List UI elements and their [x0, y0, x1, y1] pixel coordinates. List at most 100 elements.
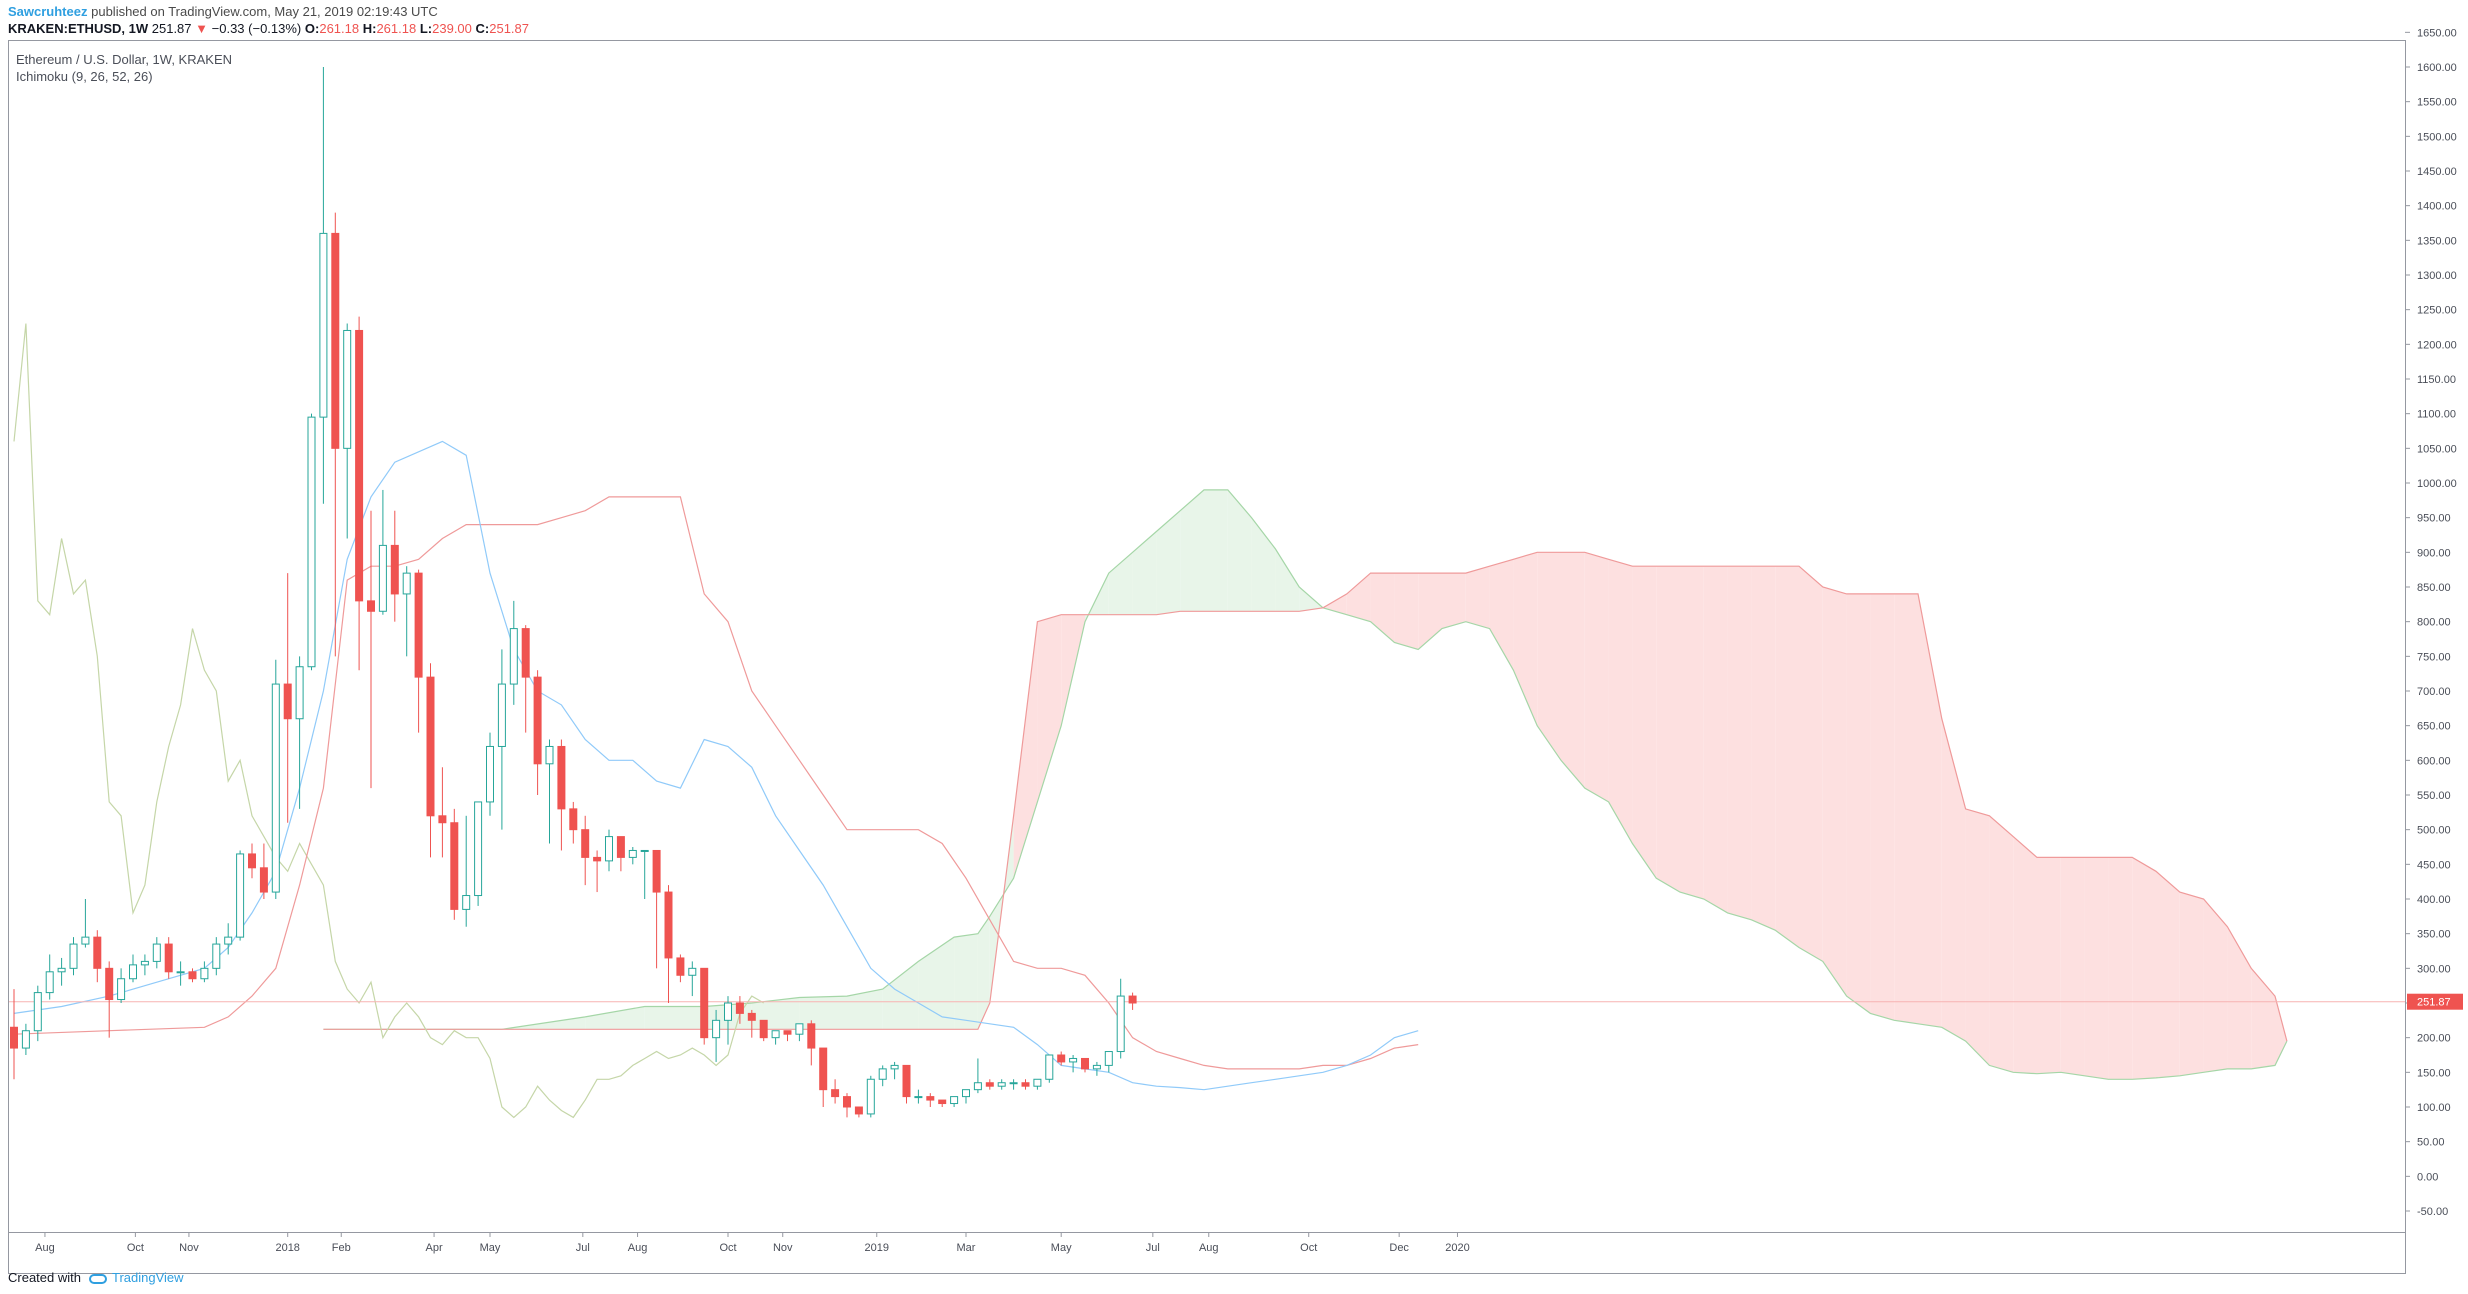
y-axis-tick-label: 400.00: [2417, 894, 2451, 906]
candle-body-up: [771, 1030, 780, 1039]
y-axis-tick-label: 750.00: [2417, 651, 2451, 663]
publish-info: Sawcruhteez published on TradingView.com…: [8, 4, 438, 19]
ichimoku-cloud-segment: [1584, 552, 1609, 802]
candle-body-down: [1057, 1054, 1066, 1063]
candle-body-down: [652, 849, 661, 893]
candle-body-down: [569, 808, 578, 831]
x-axis-tick-label: Aug: [35, 1242, 55, 1254]
ichimoku-cloud-segment: [585, 1006, 645, 1030]
candle-body-up: [890, 1064, 899, 1070]
candle-body-down: [747, 1012, 756, 1021]
candle-body-down: [926, 1096, 935, 1101]
y-axis-tick-label: -50.00: [2417, 1206, 2448, 1218]
candle-body-up: [866, 1078, 875, 1115]
y-axis-tick-label: 1450.00: [2417, 166, 2457, 178]
x-axis-tick-label: Oct: [719, 1242, 736, 1254]
ichimoku-cloud-segment: [1608, 559, 1633, 844]
y-axis-tick-label: 850.00: [2417, 582, 2451, 594]
x-axis-tick-label: 2020: [1445, 1242, 1469, 1254]
ichimoku-cloud-segment: [2275, 996, 2287, 1066]
ichimoku-cloud-segment: [1680, 566, 1704, 899]
y-axis-tick-label: 650.00: [2417, 721, 2451, 733]
y-axis-tick-label: 1100.00: [2417, 409, 2456, 421]
ichimoku-cloud-segment: [1537, 552, 1561, 761]
open-label: O:: [304, 21, 320, 36]
ichimoku-cloud-segment: [1180, 489, 1204, 612]
candle-body-down: [854, 1106, 863, 1115]
y-axis-tick-label: 1050.00: [2417, 443, 2457, 455]
candle-body-up: [1033, 1078, 1042, 1087]
published-text: published on TradingView.com, May 21, 20…: [91, 4, 438, 19]
ichimoku-cloud-segment: [644, 1006, 705, 1030]
candle-body-down: [1128, 995, 1137, 1004]
ichimoku-cloud-segment: [2132, 857, 2156, 1080]
ichimoku-cloud-segment: [847, 989, 883, 1030]
candle-body-down: [93, 936, 102, 969]
ichimoku-cloud-segment: [1323, 593, 1347, 615]
ohlc-line: KRAKEN:ETHUSD, 1W 251.87 ▼ −0.33 (−0.13%…: [8, 21, 529, 36]
candle-body-down: [533, 676, 542, 765]
candle-body-up: [402, 572, 411, 595]
y-axis-tick-label: 500.00: [2417, 825, 2451, 837]
candle-body-down: [985, 1082, 994, 1087]
x-axis-tick-label: May: [480, 1242, 501, 1254]
last-price: 251.87: [151, 21, 192, 36]
candle-body-up: [509, 628, 518, 685]
open-value: 261.18: [319, 21, 360, 36]
ichimoku-cloud-segment: [2084, 857, 2109, 1080]
candle-body-down: [331, 232, 340, 449]
ichimoku-cloud-segment: [1941, 718, 1966, 1042]
candle-body-up: [129, 964, 137, 980]
candle-body-down: [1021, 1082, 1030, 1087]
last-price-tag-label: 251.87: [2417, 997, 2451, 1009]
candle-body-up: [1104, 1051, 1113, 1066]
created-with-label: Created with: [8, 1270, 81, 1285]
candle-body-down: [248, 853, 256, 869]
y-axis-tick-label: 900.00: [2417, 547, 2451, 559]
ichimoku-cloud-segment: [1275, 548, 1300, 612]
candle-body-up: [212, 943, 221, 969]
ichimoku-cloud-segment: [1037, 614, 1062, 802]
candle-body-down: [521, 628, 530, 678]
ichimoku-cloud-segment: [1561, 552, 1585, 789]
candle-body-down: [283, 683, 292, 720]
x-axis-tick-label: Apr: [426, 1242, 443, 1254]
candle-body-up: [950, 1096, 959, 1105]
leading-span-a-line: [323, 489, 2288, 1080]
ichimoku-cloud-segment: [1989, 815, 2014, 1073]
candle-body-down: [438, 815, 447, 824]
candle-body-down: [593, 856, 602, 862]
candle-body-down: [164, 943, 173, 973]
x-axis-tick-label: Jul: [1146, 1242, 1160, 1254]
ichimoku-cloud-segment: [2108, 857, 2133, 1080]
tradingview-link[interactable]: TradingView: [112, 1270, 184, 1285]
ichimoku-cloud-segment: [977, 916, 990, 1030]
candle-body-down: [759, 1019, 768, 1039]
base-line: [13, 496, 1419, 1070]
candle-body-up: [307, 416, 316, 668]
ichimoku-cloud-segment: [2227, 926, 2252, 1069]
ichimoku-cloud-segment: [1418, 573, 1442, 650]
candle-body-down: [819, 1047, 828, 1091]
candle-body-up: [914, 1096, 923, 1099]
candle-body-up: [295, 666, 304, 720]
candle-body-up: [997, 1082, 1006, 1087]
candle-body-up: [140, 960, 149, 966]
candle-body-down: [664, 891, 673, 959]
candle-body-up: [236, 853, 245, 938]
ichimoku-cloud-segment: [1799, 566, 1823, 962]
candle-body-up: [45, 971, 54, 994]
candle-body-up: [688, 967, 697, 976]
y-axis-tick-label: 1650.00: [2417, 27, 2457, 39]
ichimoku-cloud-segment: [1656, 566, 1680, 893]
candle-body-down: [843, 1096, 851, 1108]
candle-body-up: [69, 943, 78, 969]
ichimoku-cloud-segment: [1156, 510, 1181, 615]
candle-body-down: [367, 600, 375, 612]
candle-body-up: [378, 544, 387, 612]
candle-body-down: [10, 1026, 18, 1049]
leading-span-b-line: [323, 551, 2288, 1042]
ichimoku-cloud-segment: [2060, 857, 2085, 1076]
author-link[interactable]: Sawcruhteez: [8, 4, 88, 19]
